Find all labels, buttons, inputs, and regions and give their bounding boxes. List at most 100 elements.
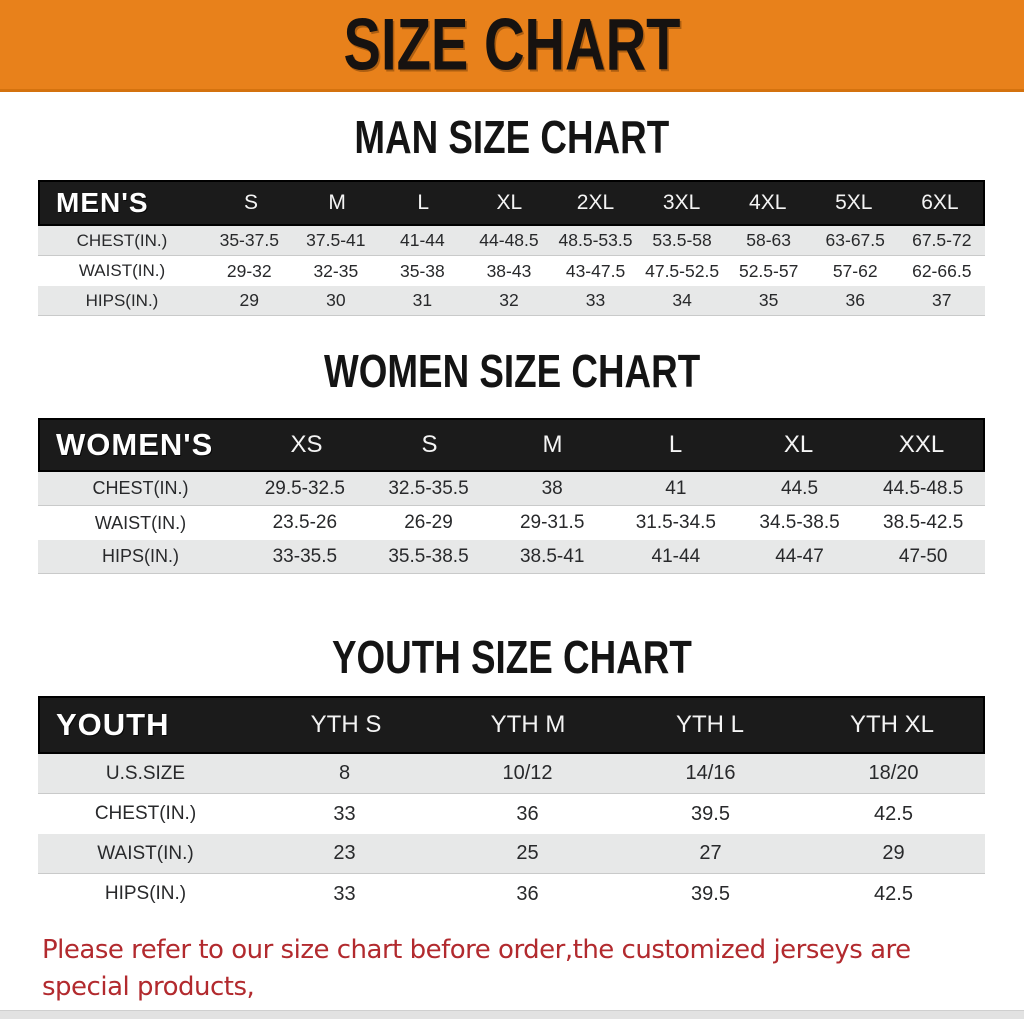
size-column-header: XL — [496, 191, 523, 214]
size-column-header: XL — [783, 431, 814, 458]
row-label: WAIST(IN.) — [78, 261, 166, 280]
size-column-header: 6XL — [921, 191, 959, 214]
table-row: HIPS(IN.) 33-35.5 35.5-38.5 38.5-41 41-4… — [38, 540, 985, 574]
row-label: HIPS(IN.) — [104, 883, 187, 904]
size-value: 42.5 — [874, 802, 913, 825]
row-label: CHEST(IN.) — [76, 230, 168, 250]
size-value: 10/12 — [502, 762, 553, 784]
size-value: 44-48.5 — [479, 230, 539, 250]
size-value: 39.5 — [691, 802, 730, 825]
row-label: CHEST(IN.) — [92, 478, 189, 498]
size-column-header: M — [542, 431, 563, 458]
size-value: 38.5-42.5 — [883, 512, 964, 533]
row-label: WAIST(IN.) — [97, 842, 194, 864]
size-value: 35-38 — [400, 260, 445, 281]
table-row: CHEST(IN.) 35-37.5 37.5-41 41-44 44-48.5… — [38, 226, 985, 256]
size-value: 44.5 — [781, 477, 819, 499]
size-value: 29-31.5 — [519, 512, 585, 533]
size-value: 42.5 — [874, 882, 913, 905]
size-value: 27 — [699, 842, 722, 864]
table-row: HIPS(IN.) 29 30 31 32 33 34 35 36 37 — [38, 286, 985, 316]
size-value: 18/20 — [868, 762, 919, 784]
womens-size-table: WOMEN'S XS S M L XL XXL CHEST(IN.) 29.5-… — [38, 418, 985, 574]
table-row: CHEST(IN.) 33 36 39.5 42.5 — [38, 794, 985, 834]
size-value: 36 — [845, 290, 865, 310]
mens-table-header: MEN'S S M L XL 2XL 3XL 4XL 5XL 6XL — [38, 180, 985, 226]
size-value: 29 — [239, 290, 260, 310]
size-value: 8 — [338, 762, 351, 784]
size-value: 38.5-41 — [519, 545, 585, 567]
size-value: 25 — [516, 842, 539, 864]
size-column-header: YTH M — [490, 711, 566, 738]
size-value: 33 — [333, 802, 356, 825]
size-value: 41-44 — [400, 230, 445, 250]
row-label: HIPS(IN.) — [85, 290, 159, 310]
size-value: 36 — [516, 802, 539, 825]
size-value: 38 — [541, 477, 563, 499]
size-value: 37.5-41 — [306, 230, 366, 250]
womens-table-header: WOMEN'S XS S M L XL XXL — [38, 418, 985, 472]
size-column-header: S — [421, 431, 438, 458]
size-value: 31 — [412, 290, 433, 310]
size-value: 29.5-32.5 — [264, 477, 345, 499]
size-value: 67.5-72 — [912, 230, 972, 250]
size-value: 63-67.5 — [825, 230, 885, 250]
size-value: 32-35 — [313, 260, 359, 281]
size-value: 47.5-52.5 — [645, 260, 720, 281]
size-value: 23.5-26 — [272, 512, 338, 533]
size-value: 39.5 — [691, 882, 730, 905]
size-value: 14/16 — [685, 762, 736, 784]
size-value: 29 — [882, 842, 905, 864]
size-value: 62-66.5 — [912, 260, 972, 281]
man-section-heading: MAN SIZE CHART — [354, 111, 670, 163]
mens-size-table: MEN'S S M L XL 2XL 3XL 4XL 5XL 6XL CHEST… — [38, 180, 985, 316]
size-column-header: YTH XL — [849, 711, 935, 738]
size-value: 32 — [499, 290, 519, 310]
size-column-header: XS — [290, 431, 323, 458]
size-value: 44-47 — [775, 545, 824, 567]
row-label: HIPS(IN.) — [101, 546, 179, 566]
row-label: CHEST(IN.) — [94, 803, 197, 824]
youth-table-header: YOUTH YTH S YTH M YTH L YTH XL — [38, 696, 985, 754]
size-value: 35.5-38.5 — [388, 545, 469, 567]
women-section-heading: WOMEN SIZE CHART — [323, 345, 701, 397]
size-column-header: L — [668, 431, 683, 458]
size-column-header: 4XL — [749, 191, 787, 214]
size-value: 29-32 — [226, 260, 272, 281]
page-title: SIZE CHART — [343, 3, 681, 86]
disclaimer-text: Please refer to our size chart before or… — [42, 932, 1004, 1019]
youth-size-table: YOUTH YTH S YTH M YTH L YTH XL U.S.SIZE … — [38, 696, 985, 914]
size-value: 44.5-48.5 — [883, 477, 964, 499]
size-value: 32.5-35.5 — [388, 477, 469, 499]
size-value: 38-43 — [486, 260, 532, 281]
table-row: WAIST(IN.) 23.5-26 26-29 29-31.5 31.5-34… — [38, 506, 985, 540]
size-column-header: XXL — [898, 431, 945, 458]
size-value: 30 — [326, 290, 346, 310]
table-row: WAIST(IN.) 29-32 32-35 35-38 38-43 43-47… — [38, 256, 985, 286]
size-column-header: M — [328, 191, 346, 214]
size-value: 33 — [585, 290, 606, 310]
table-row: CHEST(IN.) 29.5-32.5 32.5-35.5 38 41 44.… — [38, 472, 985, 506]
table-row: WAIST(IN.) 23 25 27 29 — [38, 834, 985, 874]
size-column-header: YTH L — [675, 711, 744, 738]
size-value: 41 — [665, 477, 687, 499]
table-corner-label: WOMEN'S — [56, 427, 214, 462]
disclaimer-line-1: Please refer to our size chart before or… — [42, 935, 911, 1002]
banner: SIZE CHART — [0, 0, 1024, 92]
size-value: 57-62 — [832, 260, 878, 281]
size-column-header: 3XL — [662, 191, 701, 214]
size-value: 36 — [516, 882, 539, 905]
size-value: 26-29 — [404, 512, 453, 533]
size-value: 37 — [932, 290, 952, 310]
size-value: 53.5-58 — [652, 230, 712, 250]
table-corner-label: MEN'S — [56, 187, 149, 218]
size-value: 34 — [672, 290, 692, 310]
size-value: 35 — [758, 290, 779, 310]
size-value: 41-44 — [651, 545, 701, 567]
table-row: HIPS(IN.) 33 36 39.5 42.5 — [38, 874, 985, 914]
size-value: 33 — [333, 882, 356, 905]
size-value: 31.5-34.5 — [635, 512, 716, 533]
size-column-header: YTH S — [310, 711, 382, 738]
size-value: 58-63 — [746, 230, 792, 250]
